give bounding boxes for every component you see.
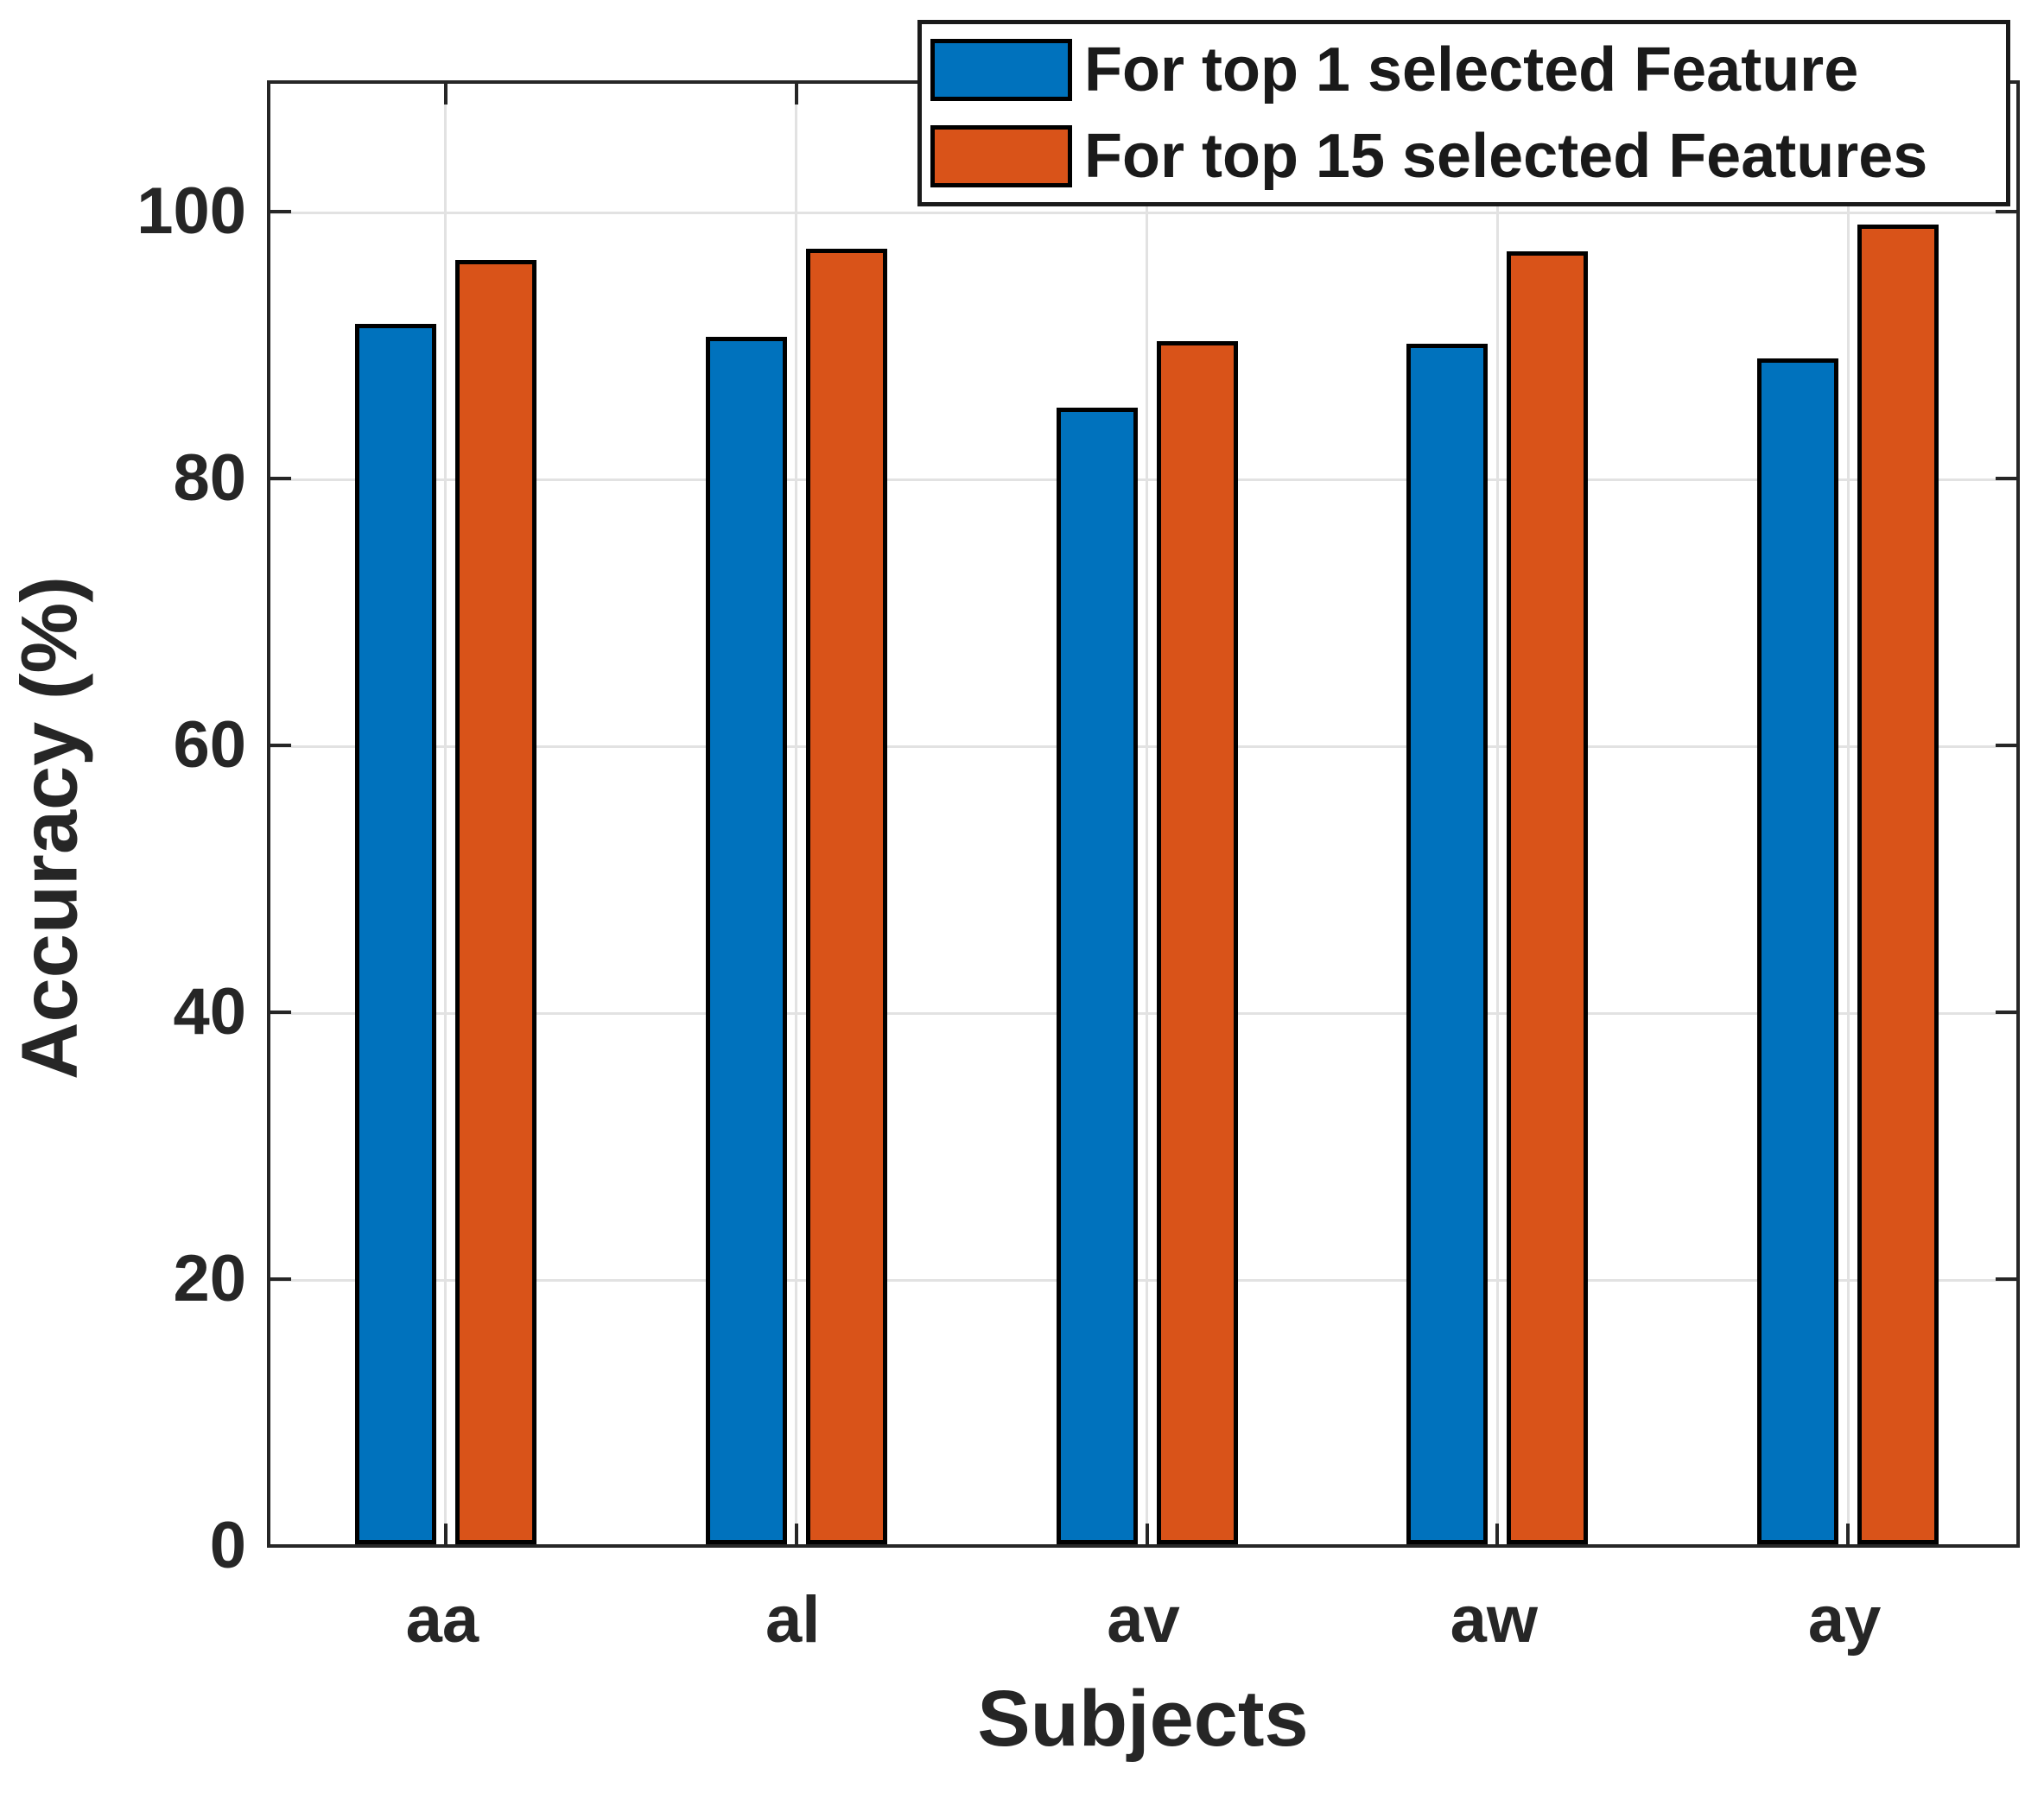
y-tick-right: [1996, 1277, 2016, 1282]
x-tick-label: av: [1107, 1583, 1180, 1657]
plot-area: [267, 80, 2020, 1548]
y-tick-left: [270, 210, 291, 214]
y-tick-label: 100: [136, 174, 246, 249]
bar-top15-ay: [1857, 225, 1939, 1544]
legend-label: For top 1 selected Feature: [1084, 35, 1859, 105]
y-tick-right: [1996, 477, 2016, 481]
y-tick-right: [1996, 744, 2016, 748]
legend-row-top15: For top 15 selected Features: [922, 116, 2006, 197]
bar-top15-al: [805, 249, 887, 1544]
x-gridline: [1495, 84, 1499, 1544]
x-tick-label: ay: [1807, 1583, 1882, 1657]
bar-top15-aa: [454, 260, 536, 1544]
x-tick-label: aw: [1450, 1583, 1538, 1657]
x-gridline: [795, 84, 798, 1544]
legend-row-top1: For top 1 selected Feature: [922, 29, 2006, 111]
x-gridline: [444, 84, 448, 1544]
legend-swatch-blue: [930, 39, 1072, 101]
y-tick-left: [270, 744, 291, 748]
y-tick-right: [1996, 1011, 2016, 1015]
legend-label: For top 15 selected Features: [1084, 122, 1928, 191]
y-gridline: [270, 212, 2016, 215]
x-tick-bottom: [1495, 1524, 1500, 1544]
bar-top15-aw: [1507, 251, 1589, 1544]
bar-top1-aw: [1406, 344, 1489, 1544]
y-tick-label: 80: [173, 441, 246, 516]
x-tick-top: [443, 84, 448, 105]
bar-top1-ay: [1757, 358, 1839, 1544]
x-gridline: [1146, 84, 1148, 1544]
bar-top1-aa: [354, 324, 436, 1544]
bar-top15-av: [1156, 341, 1238, 1544]
legend-box: For top 1 selected Feature For top 15 se…: [917, 20, 2010, 206]
bar-top1-av: [1056, 408, 1138, 1544]
y-tick-left: [270, 477, 291, 481]
bar-top1-al: [705, 337, 787, 1544]
y-gridline: [270, 745, 2016, 749]
legend-swatch-orange: [930, 125, 1072, 187]
y-tick-right: [1996, 210, 2016, 214]
y-tick-left: [270, 1277, 291, 1282]
x-tick-label: aa: [405, 1583, 479, 1657]
x-tick-top: [794, 84, 798, 105]
y-gridline: [270, 478, 2016, 482]
y-gridline: [270, 1279, 2016, 1283]
x-tick-bottom: [443, 1524, 448, 1544]
x-tick-label: al: [765, 1583, 821, 1657]
x-tick-bottom: [1145, 1524, 1149, 1544]
x-gridline: [1846, 84, 1850, 1544]
y-axis-title: Accuracy (%): [5, 576, 94, 1080]
x-tick-bottom: [794, 1524, 798, 1544]
y-tick-label: 40: [173, 975, 246, 1049]
y-tick-label: 20: [173, 1242, 246, 1316]
y-tick-label: 0: [209, 1509, 246, 1582]
y-gridline: [270, 1012, 2016, 1016]
x-tick-bottom: [1846, 1524, 1850, 1544]
y-tick-left: [270, 1011, 291, 1015]
x-axis-title: Subjects: [977, 1675, 1309, 1763]
y-tick-label: 60: [173, 708, 246, 782]
